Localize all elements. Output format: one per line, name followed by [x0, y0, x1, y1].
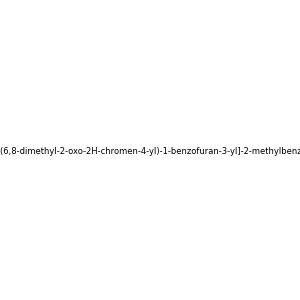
Text: N-[2-(6,8-dimethyl-2-oxo-2H-chromen-4-yl)-1-benzofuran-3-yl]-2-methylbenzamide: N-[2-(6,8-dimethyl-2-oxo-2H-chromen-4-yl…: [0, 147, 300, 156]
